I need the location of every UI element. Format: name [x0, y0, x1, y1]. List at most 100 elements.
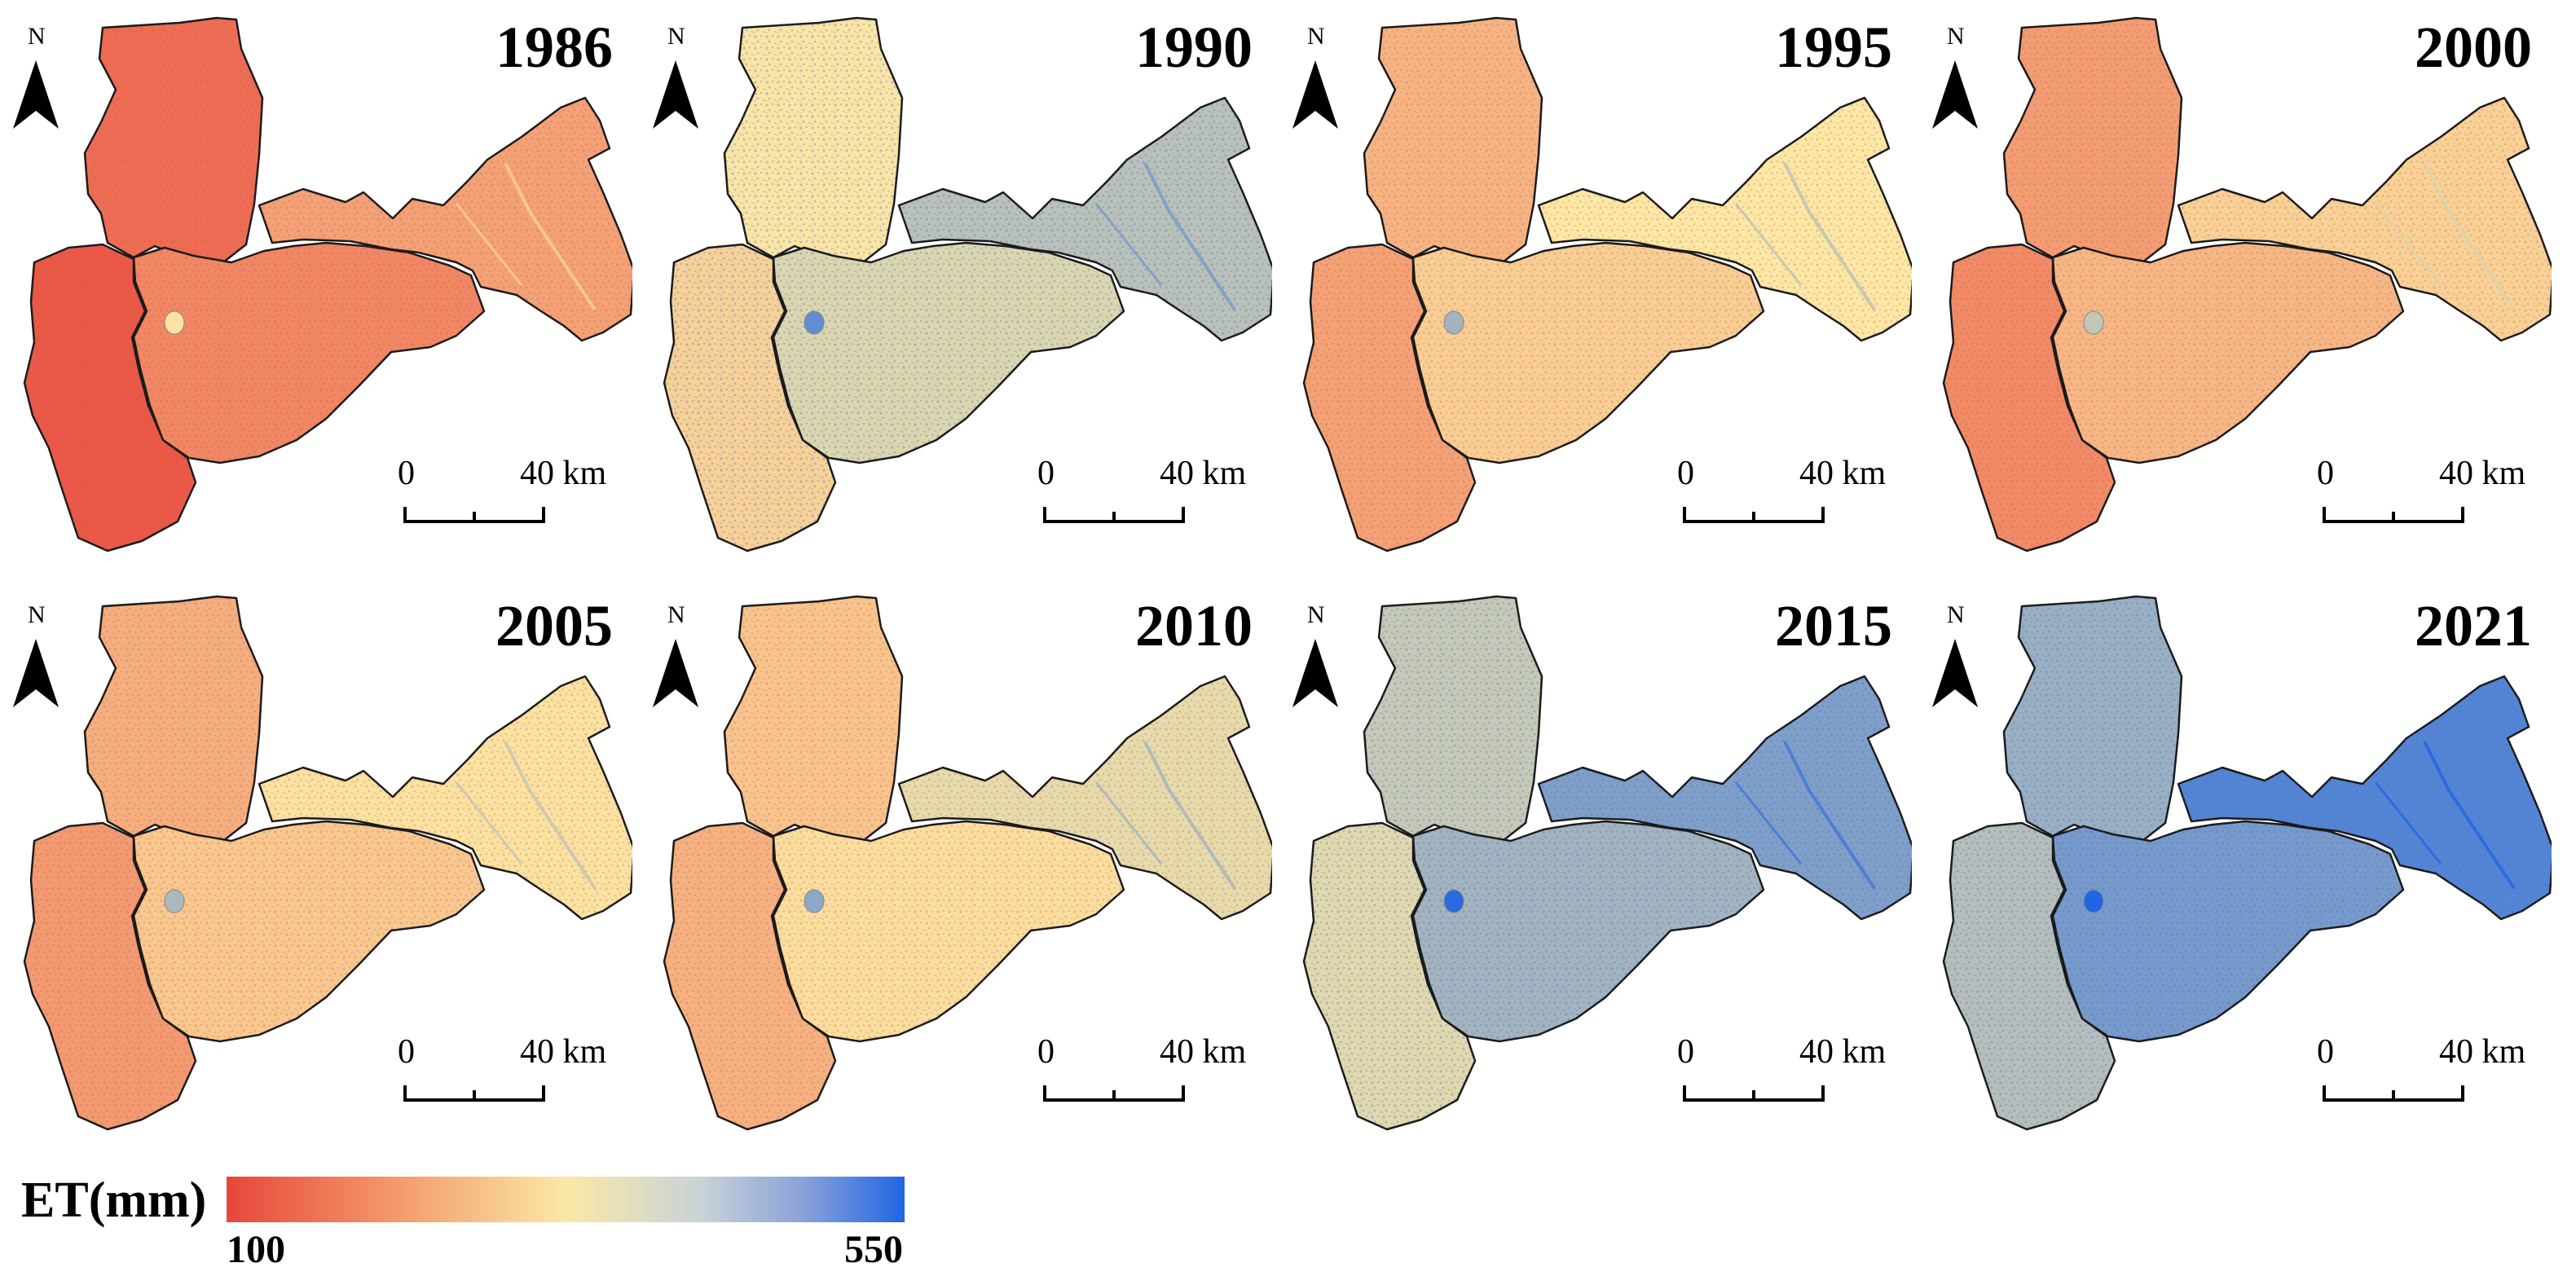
north-arrow: N	[651, 603, 710, 725]
scale-bar-start-label: 0	[2317, 455, 2334, 492]
north-arrow-letter: N	[1947, 23, 1965, 50]
scale-bar-start-label: 0	[1677, 1033, 1694, 1071]
north-arrow-icon	[653, 639, 698, 707]
stream-line	[455, 781, 523, 865]
region-texture-east	[899, 676, 1272, 919]
north-arrow: N	[1931, 24, 1989, 147]
region-texture-north	[1364, 596, 1542, 843]
region-texture-west	[1944, 244, 2115, 551]
et-map	[23, 595, 632, 1131]
panel-year-label: 1990	[1135, 15, 1253, 80]
scale-bar-start-label: 0	[2317, 1033, 2334, 1071]
north-arrow-icon	[653, 60, 698, 129]
legend-min-label: 100	[227, 1228, 285, 1271]
legend-max-label: 550	[844, 1228, 903, 1271]
region-texture-east	[2178, 676, 2552, 919]
scale-bar-end-label: 40 km	[520, 455, 607, 492]
panel-year-label: 1995	[1775, 15, 1892, 80]
reservoir	[1443, 310, 1464, 335]
stream-line	[2423, 162, 2516, 311]
region-texture-north	[724, 18, 902, 265]
region-texture-east	[259, 98, 632, 341]
region-texture-center	[2053, 243, 2403, 463]
north-arrow-letter: N	[667, 601, 685, 628]
region-texture-north	[724, 596, 902, 843]
region-texture-west	[1304, 823, 1475, 1129]
stream-line	[1783, 162, 1876, 311]
north-arrow: N	[1291, 24, 1350, 147]
north-arrow-icon	[1932, 60, 1978, 129]
region-texture-east	[259, 676, 632, 919]
map-panel-1986: 1986 N 0 40 km	[0, 0, 632, 577]
stream-line	[1143, 741, 1236, 890]
region-texture-west	[1944, 823, 2115, 1129]
region-texture-east	[1539, 676, 1912, 919]
north-arrow: N	[11, 603, 70, 725]
et-map	[23, 16, 632, 552]
stream-line	[1734, 203, 1803, 286]
north-arrow-letter: N	[1307, 601, 1325, 628]
stream-line	[1094, 203, 1163, 286]
map-panel-2021: 2021 N 0 40 km	[1919, 579, 2552, 1155]
region-texture-center	[1413, 821, 1764, 1041]
scale-bar-start-label: 0	[398, 1033, 415, 1071]
scale-bar-end-label: 40 km	[1799, 1033, 1887, 1071]
stream-line	[1094, 781, 1163, 865]
region-texture-west	[1304, 244, 1475, 551]
scale-bar-end-label: 40 km	[2439, 1033, 2526, 1071]
scale-bar: 0 40 km	[1677, 1033, 1886, 1124]
north-arrow-icon	[1932, 639, 1978, 707]
map-panel-1990: 1990 N 0 40 km	[640, 0, 1272, 577]
region-texture-center	[773, 243, 1124, 463]
scale-bar-end-label: 40 km	[520, 1033, 607, 1071]
region-texture-north	[85, 596, 262, 843]
scale-bar: 0 40 km	[1037, 1033, 1246, 1124]
panel-year-label: 2005	[495, 593, 613, 658]
north-arrow-icon	[13, 60, 59, 129]
scale-bar: 0 40 km	[1037, 455, 1246, 546]
scale-bar-graphic	[2323, 507, 2464, 523]
region-texture-center	[773, 821, 1124, 1041]
stream-line	[504, 741, 597, 890]
north-arrow: N	[651, 24, 710, 147]
panel-year-label: 2000	[2415, 15, 2532, 80]
panel-year-label: 2015	[1775, 593, 1892, 658]
scale-bar-start-label: 0	[1037, 455, 1055, 492]
region-texture-west	[24, 244, 196, 551]
north-arrow-letter: N	[28, 23, 46, 50]
et-legend: ET(mm) 100 550	[21, 1165, 918, 1279]
legend-title: ET(mm)	[21, 1173, 207, 1228]
region-texture-west	[664, 823, 835, 1129]
scale-bar-graphic	[1043, 1085, 1185, 1102]
reservoir	[2083, 310, 2104, 335]
region-texture-north	[1364, 18, 1542, 265]
et-map	[1942, 595, 2552, 1131]
map-panel-2000: 2000 N 0 40 km	[1919, 0, 2552, 577]
scale-bar-end-label: 40 km	[1160, 1033, 1247, 1071]
north-arrow: N	[1291, 603, 1350, 725]
map-panel-2010: 2010 N 0 40 km	[640, 579, 1272, 1155]
stream-line	[1143, 162, 1236, 311]
scale-bar-graphic	[403, 1085, 545, 1102]
north-arrow-icon	[13, 639, 59, 707]
scale-bar-start-label: 0	[1037, 1033, 1055, 1071]
north-arrow: N	[11, 24, 70, 147]
stream-line	[1783, 741, 1876, 890]
reservoir	[164, 310, 185, 335]
scale-bar-start-label: 0	[398, 455, 415, 492]
region-texture-north	[2004, 18, 2182, 265]
map-panel-2015: 2015 N 0 40 km	[1279, 579, 1912, 1155]
et-map	[1302, 595, 1912, 1131]
reservoir	[804, 310, 825, 335]
scale-bar-end-label: 40 km	[1799, 455, 1887, 492]
region-texture-center	[1413, 243, 1764, 463]
et-map	[1942, 16, 2552, 552]
reservoir	[164, 889, 185, 913]
map-panel-1995: 1995 N 0 40 km	[1279, 0, 1912, 577]
reservoir	[804, 889, 825, 913]
et-map	[1302, 16, 1912, 552]
stream-line	[1734, 781, 1803, 865]
scale-bar-end-label: 40 km	[2439, 455, 2526, 492]
north-arrow-letter: N	[1307, 23, 1325, 50]
stream-line	[455, 203, 523, 286]
